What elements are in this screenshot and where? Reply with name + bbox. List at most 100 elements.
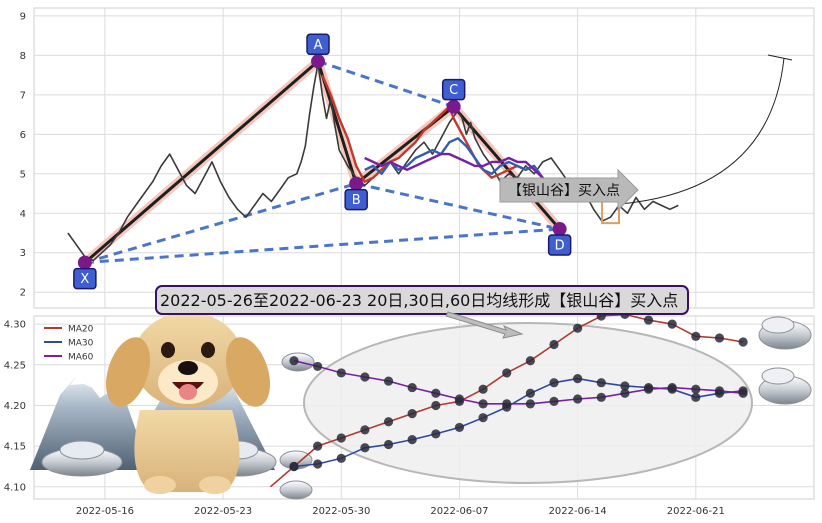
- ma30-point: [289, 461, 299, 472]
- ma20-point: [360, 425, 370, 435]
- wave-label-c: C: [449, 83, 458, 98]
- wave-marker-d: [552, 222, 567, 237]
- ma60-point: [454, 394, 465, 404]
- ma30-point: [691, 392, 701, 402]
- ma20-point: [313, 441, 323, 451]
- ma30-point: [336, 453, 346, 463]
- ma20-point: [691, 331, 701, 341]
- ma30-point: [525, 388, 535, 398]
- silver-ingots-right-illustration: [279, 316, 812, 500]
- banner-text: 2022-05-26至2022-06-23 20日,30日,60日均线形成【银山…: [160, 291, 678, 310]
- ma60-point: [573, 394, 583, 404]
- bottom-x-tick-label-2: 2022-05-30: [312, 506, 370, 517]
- ma60-point: [289, 356, 299, 366]
- ma60-point: [360, 372, 370, 382]
- legend: MA20 MA30 MA60: [44, 325, 94, 363]
- ma20-point: [667, 319, 677, 329]
- ma60-point: [407, 382, 417, 393]
- ma60-point: [549, 396, 559, 406]
- ma30-point: [407, 435, 417, 445]
- banner-pointer-arrow: [445, 311, 524, 339]
- bottom-x-tick-label-4: 2022-06-14: [549, 506, 607, 517]
- bottom-x-tick-label-0: 2022-05-16: [76, 506, 134, 517]
- ma60-point: [596, 392, 606, 402]
- wave-segment-x-a: [83, 59, 320, 265]
- wave-label-box-d: [547, 234, 572, 256]
- ma30-point: [454, 422, 465, 433]
- top-y-tick-label-5: 7: [20, 90, 26, 101]
- ma60-point: [313, 361, 323, 372]
- ma60-point: [525, 399, 535, 409]
- legend-label-ma20: MA20: [68, 325, 94, 335]
- wave-label-box-b: [344, 188, 368, 211]
- bottom-plot-layer: [269, 309, 748, 488]
- dashed-line-a-c: [317, 59, 455, 109]
- ma20-point: [502, 368, 512, 378]
- ma20-point: [738, 337, 748, 347]
- top-y-ticks: 2 3 4 5 6 7 8 9: [20, 11, 26, 298]
- ma20-point: [407, 409, 417, 419]
- ma30-point: [360, 443, 370, 453]
- ma20-point: [714, 333, 725, 343]
- bottom-x-tick-label-5: 2022-06-21: [667, 506, 725, 517]
- bottom-y-tick-label-1: 4.15: [4, 442, 26, 453]
- ma60-point: [383, 376, 394, 386]
- wave-marker-x: [77, 255, 92, 270]
- ma20-point: [478, 384, 488, 394]
- wave-marker-c: [446, 99, 461, 114]
- ma30-point: [478, 413, 488, 423]
- puppy-illustration: [105, 312, 271, 494]
- callout-arrow: 【银山谷】买入点: [499, 168, 639, 212]
- dashed-line-x-b: [84, 182, 357, 265]
- ma30-point: [313, 459, 323, 469]
- top-y-tick-label-6: 8: [20, 51, 26, 62]
- ma60-point: [620, 388, 630, 398]
- ma60-point: [336, 368, 346, 378]
- bottom-y-ticks: 4.10 4.15 4.20 4.25 4.30: [4, 320, 26, 494]
- wave-marker-a: [311, 54, 326, 69]
- ma60-point: [643, 384, 654, 394]
- legend-label-ma60: MA60: [68, 353, 94, 363]
- ma60-point: [714, 386, 725, 396]
- top-y-tick-label-7: 9: [20, 11, 26, 22]
- ma30-point: [596, 378, 606, 388]
- ma20-point: [525, 356, 535, 366]
- ma60-point: [667, 382, 677, 393]
- bottom-y-tick-label-3: 4.25: [4, 360, 26, 371]
- wave-label-d: D: [555, 239, 565, 254]
- ma60-point: [502, 399, 512, 409]
- ma20-point: [549, 339, 559, 350]
- ma60-point: [691, 384, 701, 394]
- ma20-point: [431, 400, 441, 411]
- dashed-line-x-d: [84, 227, 560, 265]
- top-panel-frame: [33, 7, 815, 309]
- ma30-point: [431, 429, 441, 439]
- top-y-tick-label-0: 2: [20, 288, 26, 299]
- banner-box: [155, 285, 689, 315]
- top-y-tick-label-3: 5: [20, 169, 26, 180]
- banner: 2022-05-26至2022-06-23 20日,30日,60日均线形成【银山…: [155, 285, 689, 315]
- bottom-x-tick-label-3: 2022-06-07: [430, 506, 488, 517]
- wave-label-x: X: [80, 272, 89, 287]
- dashed-line-b-d: [355, 182, 560, 231]
- wave-marker-b: [349, 176, 364, 191]
- ma-overlay-purple-line: [364, 152, 561, 191]
- wave-label-box-a: [306, 33, 330, 56]
- wave-label-box-x: [73, 267, 97, 290]
- callout-text: 【银山谷】买入点: [508, 183, 620, 199]
- wave-label-box-c: [441, 78, 466, 101]
- top-y-tick-label-2: 4: [20, 209, 26, 220]
- bottom-y-tick-label-4: 4.30: [4, 320, 26, 331]
- ma20-point: [573, 323, 583, 333]
- bottom-x-ticks: 2022-05-16 2022-05-23 2022-05-30 2022-06-07…: [76, 506, 725, 517]
- bottom-x-tick-label-1: 2022-05-23: [194, 506, 252, 517]
- ma30-point: [573, 374, 583, 384]
- wave-label-b: B: [352, 193, 361, 208]
- ma60-point: [431, 388, 441, 398]
- ma20-point: [383, 417, 394, 427]
- ma30-point: [620, 381, 630, 391]
- ma30-point: [383, 439, 394, 450]
- top-plot-layer: X A B C D: [67, 33, 679, 290]
